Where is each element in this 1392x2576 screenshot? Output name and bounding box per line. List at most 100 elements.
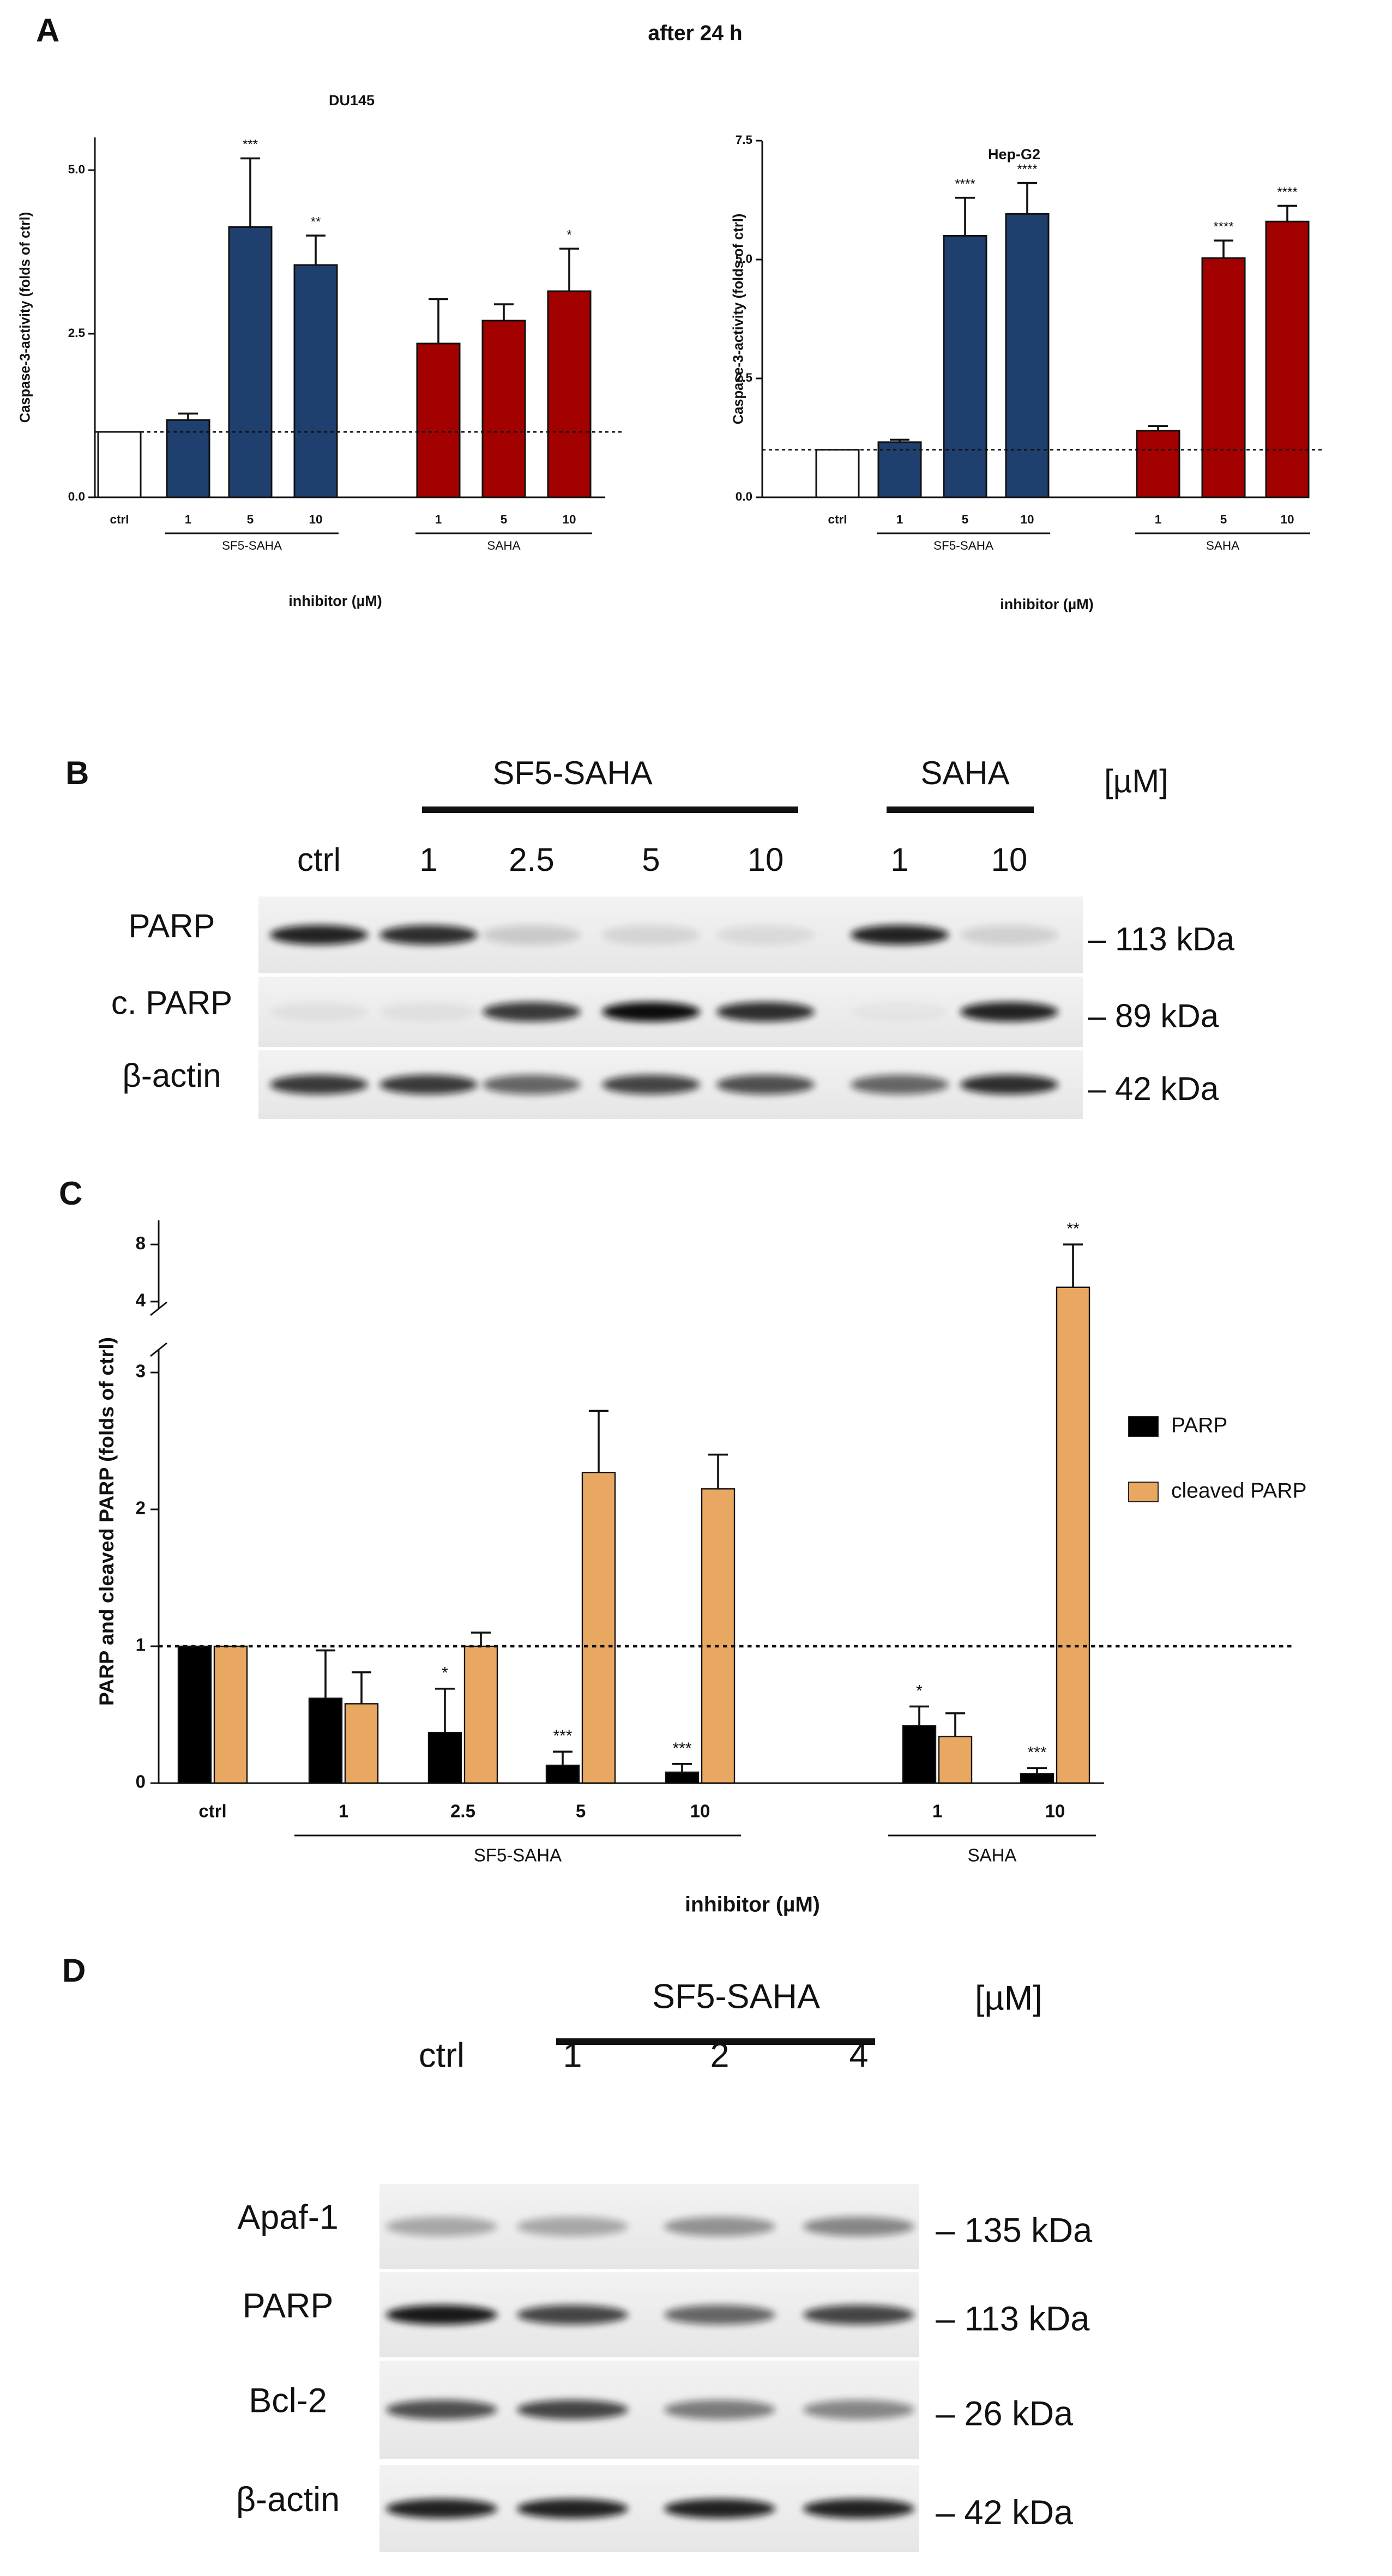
significance: ****: [1277, 185, 1297, 200]
y-tick-label: 3: [136, 1361, 146, 1381]
x-tick-label: 10: [1045, 1801, 1065, 1821]
band: [386, 2304, 498, 2325]
band: [379, 1002, 478, 1022]
x-tick-label: 10: [309, 513, 322, 526]
size-label: – 42 kDa: [936, 2494, 1074, 2532]
x-tick-label: 10: [690, 1801, 710, 1821]
bar: [877, 441, 922, 498]
significance: *: [442, 1664, 448, 1682]
band: [270, 1074, 369, 1094]
bar: [97, 431, 142, 498]
significance: ***: [243, 137, 258, 152]
row-label: Apaf-1: [237, 2199, 339, 2237]
y-tick-label: 5.0: [736, 252, 752, 266]
row-label: β-actin: [122, 1057, 221, 1094]
x-axis-label: inhibitor (µM): [288, 593, 382, 609]
size-label: – 89 kDa: [1088, 997, 1219, 1034]
significance: ****: [955, 177, 975, 191]
y-tick-label: 2: [136, 1498, 146, 1518]
y-axis-label: Caspase-3-activity (folds of ctrl): [18, 212, 33, 423]
bar: [1136, 430, 1180, 498]
x-tick-label: ctrl: [828, 513, 847, 526]
band: [850, 1074, 949, 1094]
size-label: – 42 kDa: [1088, 1070, 1219, 1107]
y-axis-label: PARP and cleaved PARP (folds of ctrl): [95, 1337, 118, 1706]
lane-label: 2.5: [509, 841, 554, 878]
band: [716, 1074, 815, 1094]
x-tick-label: 1: [185, 513, 192, 526]
band: [270, 1002, 369, 1022]
group-label: SF5-SAHA: [652, 1978, 820, 2016]
bar: [545, 1765, 580, 1784]
group-label: SAHA: [1206, 539, 1239, 552]
size-label: – 113 kDa: [1088, 920, 1235, 957]
row-label: c. PARP: [111, 984, 232, 1021]
band: [517, 2399, 629, 2419]
axis-break: [150, 1342, 167, 1357]
band: [602, 925, 700, 945]
band: [664, 2399, 775, 2419]
y-tick-label: 4: [136, 1290, 146, 1310]
bar: [938, 1736, 973, 1784]
lane-label: 10: [748, 841, 784, 878]
axis-break: [150, 1301, 167, 1316]
panel-label: A: [36, 12, 59, 49]
band: [716, 1002, 815, 1022]
band: [517, 2216, 629, 2236]
significance: ***: [672, 1740, 691, 1758]
bar: [665, 1771, 700, 1784]
y-tick-label: 0: [136, 1772, 146, 1792]
bar: [581, 1472, 616, 1784]
lane-label: 10: [991, 841, 1028, 878]
significance: ****: [1017, 162, 1037, 177]
group-label: SAHA: [920, 755, 1009, 791]
bar: [943, 234, 987, 498]
band: [517, 2304, 629, 2325]
bar: [1005, 213, 1050, 498]
x-tick-label: 10: [562, 513, 576, 526]
band: [517, 2499, 629, 2519]
x-tick-label: 5: [576, 1801, 586, 1821]
bar: [547, 290, 592, 498]
band: [483, 1002, 581, 1022]
x-tick-label: 10: [1020, 513, 1034, 526]
x-tick-label: 1: [339, 1801, 348, 1821]
size-label: – 26 kDa: [936, 2395, 1074, 2433]
band: [386, 2499, 498, 2519]
lane-label: ctrl: [297, 841, 341, 878]
bar: [1056, 1286, 1090, 1784]
lane-label: ctrl: [419, 2037, 465, 2075]
significance: **: [311, 214, 321, 229]
legend-label: cleaved PARP: [1171, 1479, 1306, 1502]
bar: [902, 1725, 937, 1784]
band: [664, 2216, 775, 2236]
group-label: SAHA: [968, 1845, 1017, 1865]
bar: [701, 1488, 736, 1784]
band: [602, 1002, 700, 1022]
band: [851, 1002, 949, 1021]
significance: ****: [1213, 219, 1233, 234]
lane-label: 1: [563, 2037, 582, 2075]
chart-title: DU145: [329, 92, 375, 109]
lane-label: 5: [642, 841, 660, 878]
bar: [1265, 220, 1310, 498]
band: [483, 925, 581, 945]
bar: [1020, 1773, 1054, 1784]
x-tick-label: 2.5: [450, 1801, 475, 1821]
x-axis-label: inhibitor (µM): [1000, 596, 1093, 612]
x-tick-label: ctrl: [198, 1801, 226, 1821]
group-label: SF5-SAHA: [933, 539, 993, 552]
unit-label: [µM]: [1104, 763, 1168, 799]
band: [386, 2399, 498, 2419]
significance: *: [916, 1682, 923, 1700]
group-label: SF5-SAHA: [474, 1845, 562, 1865]
bar: [481, 320, 526, 498]
band: [270, 925, 369, 945]
bar: [228, 226, 273, 498]
y-tick-label: 8: [136, 1233, 146, 1253]
western-blot: SF5-SAHA [µM] ctrl 1 2 4 Apaf-1 – 135 kDa PARP – …: [236, 1978, 1093, 2552]
x-tick-label: 1: [435, 513, 442, 526]
lane-label: 1: [419, 841, 437, 878]
bar: [293, 264, 338, 498]
